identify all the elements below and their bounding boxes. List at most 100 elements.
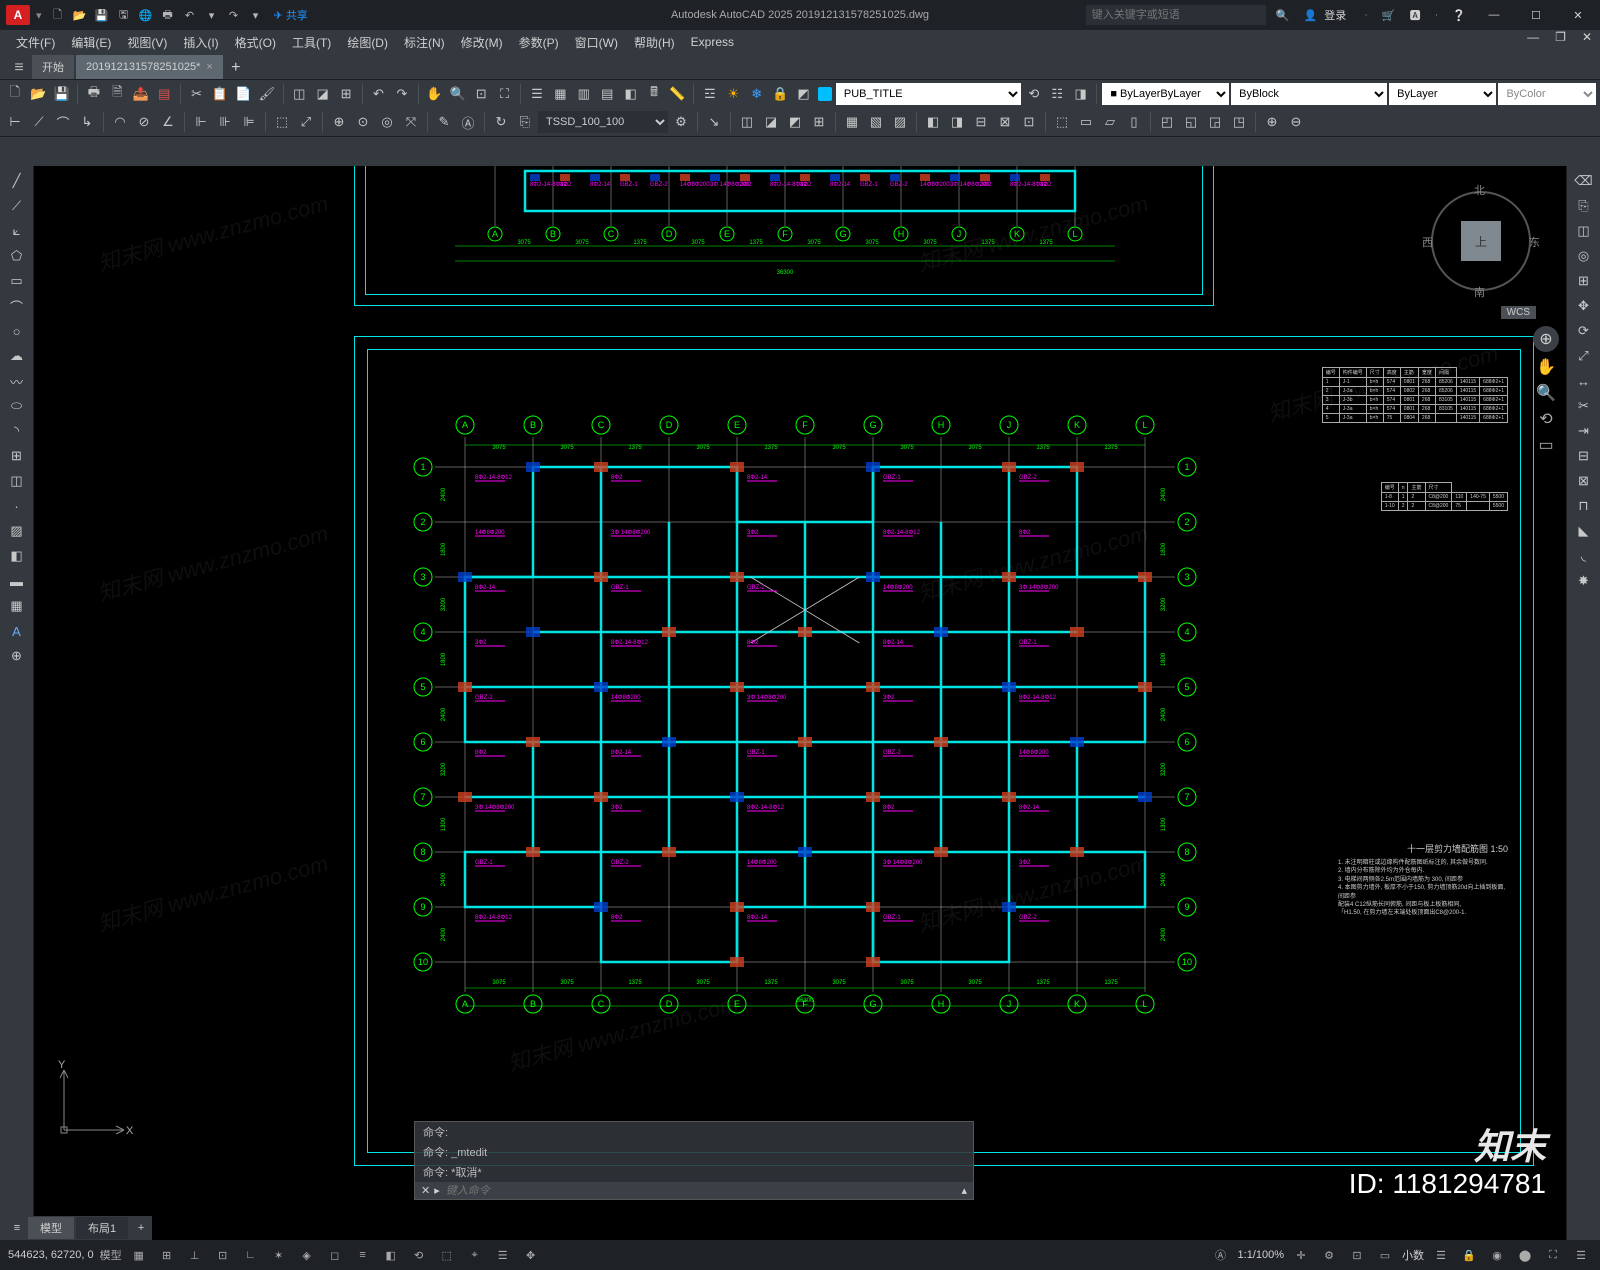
modelspace-button[interactable]: 模型 [100,1244,122,1266]
point-icon[interactable]: · [5,495,29,517]
zoom-ext-icon[interactable]: ⛶ [494,83,515,105]
wcs-badge[interactable]: WCS [1501,306,1536,319]
mtext-icon[interactable]: A [5,620,29,642]
new-icon[interactable]: 🗋 [48,5,68,25]
layer-combo[interactable]: PUB_TITLE [836,83,1021,105]
lock-ui-icon[interactable]: 🔒 [1458,1244,1480,1266]
copy-icon[interactable]: 📋 [209,83,230,105]
lock-icon[interactable]: 🔒 [769,83,790,105]
selection-filter-icon[interactable]: ☰ [492,1244,514,1266]
layer-state-icon[interactable]: ☷ [1047,83,1068,105]
snap-toggle-icon[interactable]: ⊞ [156,1244,178,1266]
undo2-icon[interactable]: ↶ [368,83,389,105]
insert-icon[interactable]: ⊞ [5,445,29,467]
m22-icon[interactable]: ⊖ [1285,111,1307,133]
pan-icon[interactable]: ✋ [424,83,445,105]
m13-icon[interactable]: ⬚ [1051,111,1073,133]
lwt-icon[interactable]: ≡ [352,1244,374,1266]
layer-color-icon[interactable]: ◩ [793,83,814,105]
open-web-icon[interactable]: 🌐 [136,5,156,25]
quickprops-icon[interactable]: ☰ [1430,1244,1452,1266]
model-tab[interactable]: 模型 [28,1217,74,1239]
layout1-tab[interactable]: 布局1 [76,1217,128,1239]
color-combo[interactable]: ■ ByLayerByLayer [1102,83,1229,105]
dim-angular-icon[interactable]: ∠ [157,111,179,133]
help-icon[interactable]: ❔ [1448,9,1470,22]
explode-icon[interactable]: ✸ [1572,570,1596,592]
sun-icon[interactable]: ☀ [723,83,744,105]
m8-icon[interactable]: ◧ [922,111,944,133]
cart-icon[interactable]: 🛒 [1378,9,1400,22]
search-icon[interactable]: 🔍 [1272,9,1294,22]
open-file-icon[interactable]: 📂 [27,83,48,105]
redo-icon[interactable]: ↷ [224,5,244,25]
m1-icon[interactable]: ◫ [736,111,758,133]
pan-nav-icon[interactable]: ✋ [1535,356,1557,378]
open-icon[interactable]: 📂 [70,5,90,25]
new-tab-button[interactable]: + [225,57,247,79]
dimstyle-manage-icon[interactable]: ⚙ [670,111,692,133]
addselect-icon[interactable]: ⊕ [5,645,29,667]
doc-restore-button[interactable]: ❐ [1547,30,1574,54]
polar-icon[interactable]: ✶ [268,1244,290,1266]
annotation-visibility-icon[interactable]: ✛ [1290,1244,1312,1266]
markup-icon[interactable]: ◧ [620,83,641,105]
gizmo-icon[interactable]: ✥ [520,1244,542,1266]
share-button[interactable]: ✈ 共享 [274,7,308,23]
mirror-icon[interactable]: ◫ [1572,220,1596,242]
ruler-icon[interactable]: 📏 [667,83,688,105]
new-file-icon[interactable]: 🗋 [4,83,25,105]
redo2-icon[interactable]: ↷ [391,83,412,105]
centermark-icon[interactable]: ⊙ [352,111,374,133]
maximize-button[interactable]: ☐ [1518,0,1554,30]
units-icon[interactable]: ▭ [1374,1244,1396,1266]
extend-icon[interactable]: ⇥ [1572,420,1596,442]
dim-ordinate-icon[interactable]: ↳ [76,111,98,133]
menu-window[interactable]: 窗口(W) [567,34,626,51]
clean-screen-icon[interactable]: ⛶ [1542,1244,1564,1266]
dim-arc-icon[interactable]: ⌒ [52,111,74,133]
block-make-icon[interactable]: ◫ [5,470,29,492]
table-icon[interactable]: ▦ [5,595,29,617]
doc-close-button[interactable]: ✕ [1574,30,1600,54]
grid-toggle-icon[interactable]: ▦ [128,1244,150,1266]
doc-minimize-button[interactable]: — [1519,30,1547,54]
m5-icon[interactable]: ▦ [841,111,863,133]
close-button[interactable]: ✕ [1560,0,1596,30]
menu-param[interactable]: 参数(P) [511,34,567,51]
fillet-icon[interactable]: ◟ [1572,545,1596,567]
anno-monitor-icon[interactable]: ⊡ [1346,1244,1368,1266]
trim-icon[interactable]: ✂ [1572,395,1596,417]
m2-icon[interactable]: ◪ [760,111,782,133]
transparency-icon[interactable]: ◧ [380,1244,402,1266]
menu-draw[interactable]: 绘图(D) [339,34,396,51]
menu-view[interactable]: 视图(V) [119,34,175,51]
m19-icon[interactable]: ◲ [1204,111,1226,133]
drawing-canvas[interactable]: 知末网 www.znzmo.com 知末网 www.znzmo.com 知末网 … [34,166,1566,1240]
arc-icon[interactable]: ⌒ [5,295,29,317]
dim-aligned-icon[interactable]: ⟋ [28,111,50,133]
command-line[interactable]: 命令: 命令: _mtedit 命令: *取消* ✕ ▸ ▴ [414,1121,974,1200]
m21-icon[interactable]: ⊕ [1261,111,1283,133]
dim-break-icon[interactable]: ⤢ [295,111,317,133]
dimedit-icon[interactable]: ✎ [433,111,455,133]
dir-south[interactable]: 南 [1474,284,1485,300]
showmotion-icon[interactable]: ▭ [1535,434,1557,456]
block2-icon[interactable]: ◪ [312,83,333,105]
freeze-icon[interactable]: ❄ [746,83,767,105]
ellipse-icon[interactable]: ⬭ [5,395,29,417]
lineweight-combo[interactable]: ByBlock [1231,83,1387,105]
menu-insert[interactable]: 插入(I) [175,34,226,51]
region-icon[interactable]: ▬ [5,570,29,592]
scale-icon[interactable]: ⤢ [1572,345,1596,367]
cut-icon[interactable]: ✂ [186,83,207,105]
layer-iso-icon[interactable]: ◨ [1070,83,1091,105]
menu-express[interactable]: Express [683,35,742,49]
plot-icon[interactable]: 🖶 [158,5,178,25]
toolpalette-icon[interactable]: ▥ [573,83,594,105]
plotstyle-combo[interactable]: ByColor [1498,83,1596,105]
zoom-win-icon[interactable]: ⊡ [470,83,491,105]
menu-tools[interactable]: 工具(T) [284,34,339,51]
m11-icon[interactable]: ⊠ [994,111,1016,133]
saveas-icon[interactable]: 🖫 [114,5,134,25]
